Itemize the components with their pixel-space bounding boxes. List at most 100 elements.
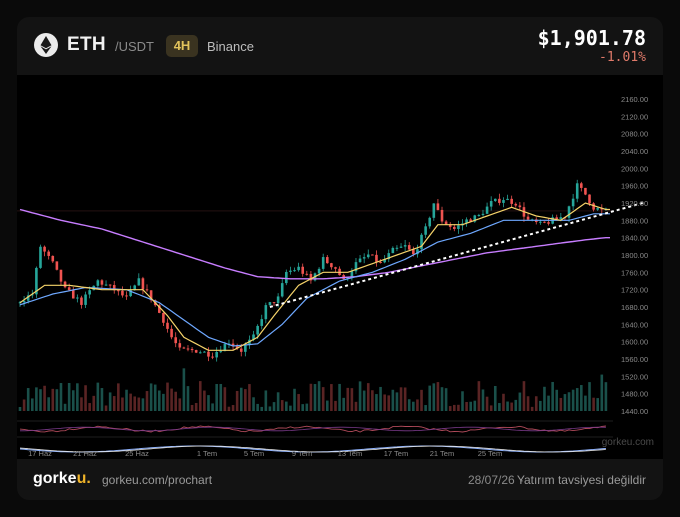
- candle-body: [71, 290, 75, 299]
- candle-body: [104, 284, 108, 286]
- candle-body: [198, 352, 202, 354]
- candle-body: [444, 221, 448, 225]
- y-tick-label: 2120.00: [621, 112, 648, 121]
- volume-bar: [285, 401, 288, 411]
- volume-bar: [92, 395, 96, 411]
- volume-bar: [571, 389, 575, 411]
- volume-bar: [395, 392, 399, 411]
- volume-bar: [194, 403, 198, 411]
- volume-bar: [432, 383, 436, 411]
- candle-body: [125, 295, 128, 297]
- candle-body: [256, 325, 259, 335]
- volume-bar: [309, 383, 313, 411]
- volume-bar: [424, 405, 427, 411]
- candle-body: [117, 290, 120, 292]
- volume-bar: [489, 405, 493, 411]
- candle-body: [424, 226, 427, 235]
- volume-bar: [539, 400, 542, 411]
- volume-bar: [178, 398, 182, 411]
- timeframe-badge[interactable]: 4H: [166, 35, 198, 57]
- candle-body: [498, 198, 501, 203]
- volume-bar: [580, 385, 583, 411]
- volume-bar: [207, 395, 210, 411]
- volume-bar: [43, 385, 46, 411]
- volume-bar: [125, 389, 128, 411]
- candle-body: [518, 205, 522, 208]
- volume-bar: [592, 397, 595, 411]
- candle-body: [166, 322, 169, 329]
- candle-body: [59, 269, 63, 282]
- candle-body: [469, 219, 472, 222]
- disclaimer: Yatırım tavsiyesi değildir: [516, 473, 646, 487]
- volume-bar: [604, 382, 608, 411]
- volume-bar: [334, 400, 337, 411]
- candle-body: [403, 245, 407, 247]
- volume-bar: [473, 400, 477, 411]
- candle-body: [112, 285, 116, 291]
- volume-bar: [448, 406, 452, 411]
- chart-area[interactable]: 2160.00 2120.00 2080.00 2040.00 2000.00 1960.…: [17, 75, 663, 459]
- volume-bar: [35, 387, 38, 411]
- volume-bar: [584, 395, 587, 411]
- candle-body: [268, 302, 272, 306]
- volume-bar: [350, 388, 354, 411]
- volume-bar: [76, 383, 79, 411]
- volume-bar: [366, 383, 370, 411]
- candle-body: [489, 201, 493, 207]
- candle-body: [592, 203, 595, 210]
- price-chart[interactable]: 2160.00 2120.00 2080.00 2040.00 2000.00 1960.…: [17, 75, 663, 459]
- candle-body: [354, 262, 358, 272]
- volume-bar: [59, 383, 63, 411]
- volume-bar: [190, 404, 194, 411]
- volume-bar: [317, 381, 321, 411]
- volume-bar: [379, 386, 382, 411]
- volume-bar: [375, 394, 378, 411]
- volume-bar: [211, 403, 214, 411]
- volume-bar: [186, 386, 190, 411]
- volume-bar: [338, 383, 341, 411]
- candle-body: [207, 351, 210, 357]
- volume-bar: [428, 385, 432, 411]
- volume-bar: [264, 390, 268, 411]
- volume-bar: [305, 403, 309, 411]
- volume-bar: [30, 398, 34, 411]
- volume-bar: [436, 382, 440, 411]
- volume-bar: [166, 382, 169, 411]
- volume-bar: [80, 397, 83, 411]
- volume-bar: [129, 393, 132, 411]
- current-price: $1,901.78: [537, 26, 646, 50]
- volume-bar: [522, 381, 526, 411]
- candle-body: [22, 300, 26, 303]
- volume-bar: [485, 396, 489, 411]
- y-tick-label: 1720.00: [621, 286, 648, 295]
- x-tick-label: 25 Tem: [478, 449, 502, 458]
- trendline: [269, 202, 644, 308]
- candle-body: [215, 352, 218, 358]
- volume-bar: [551, 381, 554, 411]
- candle-body: [182, 347, 186, 349]
- candle-body: [375, 254, 378, 262]
- candle-body: [334, 267, 337, 269]
- volume-bar: [219, 383, 223, 411]
- candle-body: [379, 261, 382, 263]
- y-tick-label: 2160.00: [621, 95, 648, 104]
- brand-url[interactable]: gorkeu.com/prochart: [102, 473, 213, 487]
- candle-body: [264, 305, 268, 320]
- candle-body: [371, 254, 374, 256]
- candle-body: [43, 246, 46, 252]
- macd-signal: [19, 445, 606, 453]
- volume-bar: [465, 402, 468, 411]
- volume-bar: [297, 394, 300, 411]
- volume-bar: [526, 396, 530, 411]
- x-tick-label: 5 Tem: [244, 449, 264, 458]
- x-tick-label: 13 Tem: [338, 449, 362, 458]
- candle-body: [502, 200, 505, 203]
- candle-body: [26, 295, 30, 301]
- volume-bar: [235, 390, 239, 411]
- candle-body: [51, 255, 55, 262]
- price-change: -1.01%: [599, 50, 646, 65]
- x-tick-label: 17 Haz: [28, 449, 52, 458]
- volume-bar: [133, 396, 137, 411]
- candle-body: [272, 302, 276, 304]
- candle-body: [317, 268, 321, 274]
